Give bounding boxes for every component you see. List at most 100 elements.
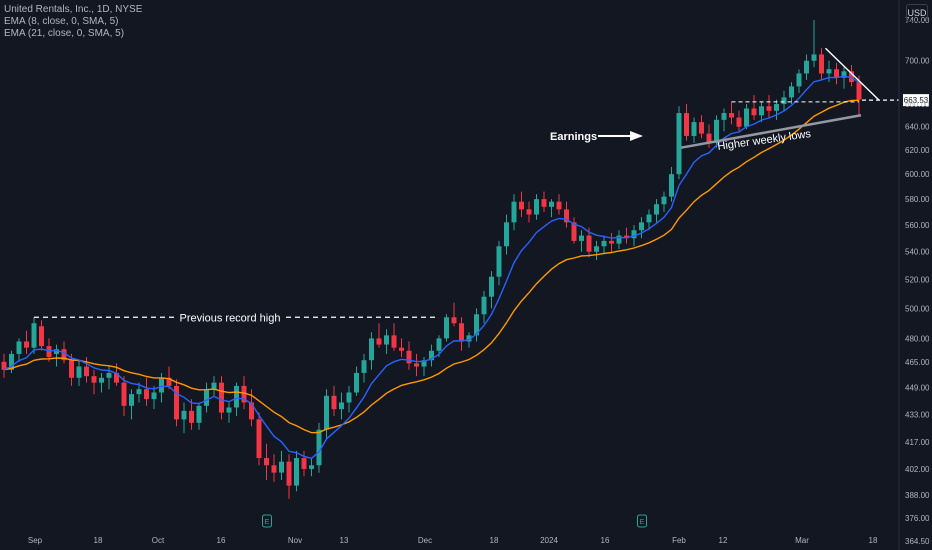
- candle: [474, 308, 479, 342]
- candle: [616, 230, 622, 250]
- candle-body: [256, 419, 262, 459]
- candle-body: [136, 389, 142, 395]
- candle-body: [249, 402, 254, 420]
- earnings-label: Earnings: [550, 131, 597, 143]
- x-tick-label: 16: [217, 536, 226, 545]
- x-tick-label: 16: [601, 536, 610, 545]
- candle-body: [24, 341, 29, 348]
- candle: [781, 90, 787, 111]
- candle-body: [429, 350, 434, 361]
- candle-body: [144, 389, 149, 400]
- candle: [571, 217, 577, 244]
- candle-body: [54, 349, 59, 354]
- candle: [766, 95, 772, 118]
- candle: [826, 60, 832, 83]
- candle-body: [496, 246, 502, 277]
- candle: [564, 201, 569, 228]
- candle: [301, 450, 307, 477]
- x-tick-label: Sep: [28, 536, 43, 545]
- candle-body: [564, 209, 569, 223]
- candle: [511, 194, 517, 231]
- candle-body: [676, 113, 682, 175]
- candle: [234, 382, 239, 416]
- candle-body: [1, 361, 7, 370]
- candle-body: [556, 201, 562, 210]
- candle-body: [399, 347, 404, 351]
- candle: [841, 67, 847, 89]
- candle-body: [669, 174, 674, 197]
- candle-body: [654, 204, 659, 215]
- x-tick-label: Mar: [795, 536, 809, 545]
- candle: [316, 422, 322, 473]
- candle-body: [481, 296, 487, 315]
- candle-body: [376, 338, 382, 345]
- candle-body: [106, 372, 112, 378]
- x-tick-label: Dec: [418, 536, 432, 545]
- candle-body: [594, 246, 599, 252]
- candle-body: [624, 235, 629, 239]
- x-tick-label: Feb: [672, 536, 686, 545]
- candle-body: [166, 377, 172, 386]
- candle-body: [519, 201, 524, 210]
- candle-body: [9, 353, 14, 370]
- candle: [654, 199, 659, 223]
- ema21-line: [3, 99, 860, 434]
- y-tick-label: 433.00: [905, 410, 930, 419]
- candle-body: [46, 346, 52, 358]
- candle-body: [511, 201, 517, 223]
- candle-body: [196, 405, 202, 423]
- candle: [744, 104, 749, 129]
- candle-body: [489, 276, 494, 297]
- candle: [451, 302, 457, 327]
- candle-body: [759, 106, 764, 116]
- candle: [661, 191, 667, 212]
- descending-trend-line: [825, 47, 880, 101]
- candle: [324, 389, 329, 441]
- last-price-box: [903, 94, 929, 107]
- candle-body: [159, 377, 164, 393]
- candle: [279, 450, 284, 480]
- candle-body: [526, 209, 532, 215]
- candle-body: [84, 366, 89, 377]
- candle-body: [631, 230, 637, 239]
- candle-body: [571, 222, 577, 241]
- y-tick-label: 449.00: [905, 384, 930, 393]
- candle: [819, 48, 824, 80]
- candle: [24, 330, 29, 354]
- candle-body: [444, 317, 449, 339]
- candle-body: [286, 461, 292, 486]
- candle: [121, 376, 127, 416]
- candle: [226, 402, 232, 423]
- y-tick-label: 500.00: [905, 304, 930, 313]
- candle-body: [346, 392, 352, 403]
- candle-body: [181, 410, 187, 420]
- y-tick-label: 640.00: [905, 123, 930, 132]
- candle: [774, 99, 779, 120]
- y-tick-label: 620.00: [905, 146, 930, 155]
- candle: [331, 385, 337, 416]
- candle-body: [804, 60, 809, 74]
- y-tick-label: 560.00: [905, 221, 930, 230]
- candle-body: [421, 360, 427, 367]
- candle-body: [339, 402, 344, 410]
- candle-body: [414, 363, 419, 367]
- candle: [54, 344, 59, 367]
- candle-body: [121, 382, 127, 406]
- candle: [369, 332, 374, 370]
- ema8-line: [3, 75, 860, 460]
- currency-button[interactable]: USD: [906, 4, 928, 22]
- candle-body: [766, 106, 772, 111]
- candle-body: [226, 407, 232, 413]
- y-tick-label: 600.00: [905, 170, 930, 179]
- candle-body: [354, 372, 359, 393]
- x-tick-label: 2024: [540, 536, 558, 545]
- candle: [339, 392, 344, 420]
- candle-body: [309, 465, 314, 469]
- y-tick-label: 540.00: [905, 248, 930, 257]
- previous-high-label: Previous record high: [180, 312, 281, 324]
- candle: [9, 350, 14, 373]
- candle-body: [729, 113, 734, 118]
- candle-body: [451, 317, 457, 324]
